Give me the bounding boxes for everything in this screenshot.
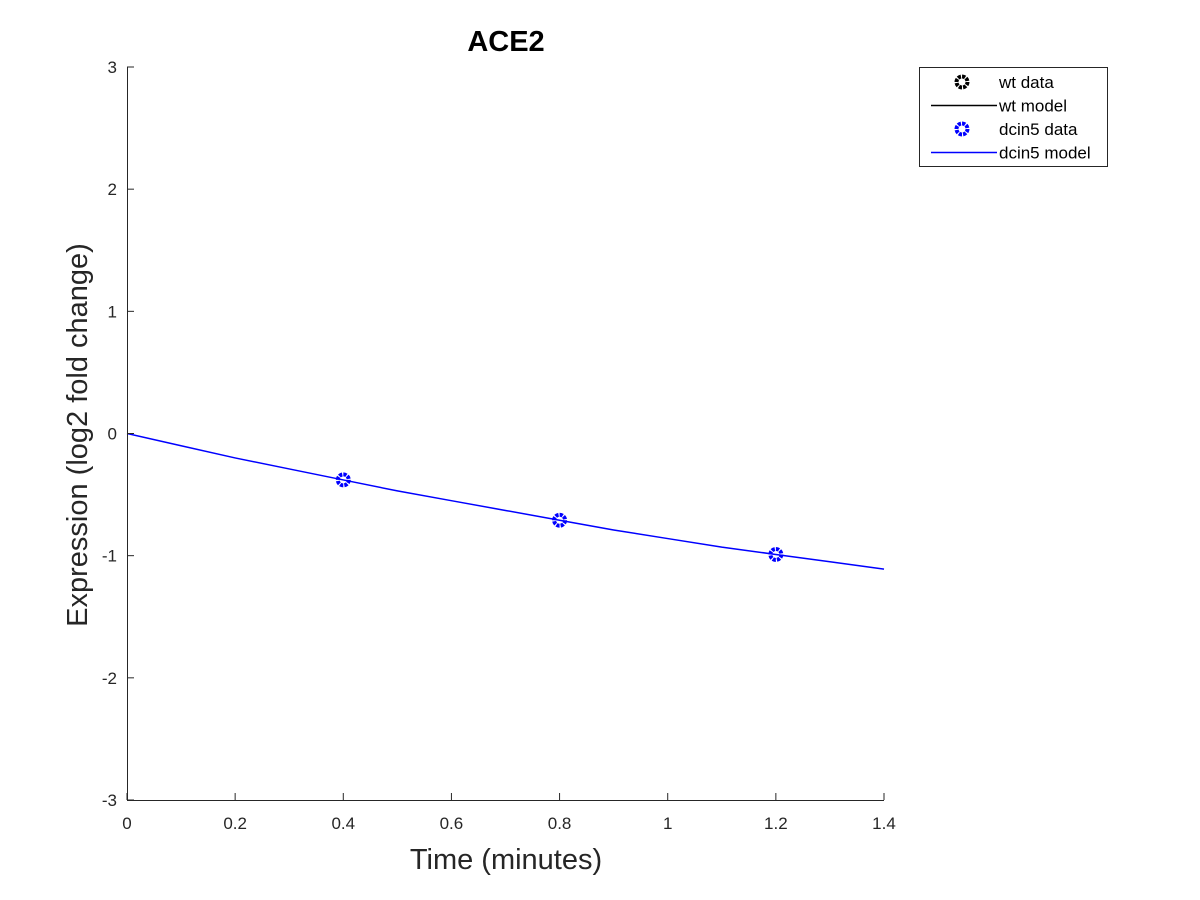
y-tick-label: 1 <box>108 302 117 321</box>
legend-item-wt-data: wt data <box>954 73 1054 92</box>
y-axis-ticks: 3 2 1 0 -1 -2 -3 <box>102 58 134 810</box>
x-axis-title: Time (minutes) <box>410 844 602 876</box>
data-point-dcin5-data <box>552 512 568 528</box>
x-tick-label: 0.8 <box>548 814 572 833</box>
marker-ring <box>954 74 970 90</box>
legend-marker-swatch <box>954 121 970 137</box>
series-layer <box>126 432 885 570</box>
legend-item-wt-model: wt model <box>931 97 1067 116</box>
x-tick-label: 1.4 <box>872 814 896 833</box>
data-point-dcin5-data <box>335 472 351 488</box>
legend-label: wt data <box>998 73 1054 92</box>
legend-item-dcin5-model: dcin5 model <box>931 144 1091 163</box>
y-tick-label: 2 <box>108 180 117 199</box>
legend-label: wt model <box>998 97 1067 116</box>
legend-label: dcin5 data <box>999 120 1078 139</box>
legend-label: dcin5 model <box>999 144 1091 163</box>
marker-ring <box>954 121 970 137</box>
y-axis-title: Expression (log2 fold change) <box>62 243 94 627</box>
y-tick-label: -1 <box>102 547 117 566</box>
x-tick-label: 0.4 <box>331 814 355 833</box>
legend: wt data wt model dcin5 data dcin5 model <box>919 67 1108 167</box>
x-tick-label: 0.6 <box>440 814 464 833</box>
marker-ring <box>552 512 568 528</box>
plot-area: 0 0.2 0.4 0.6 0.8 1 1.2 1.4 3 2 1 0 -1 -2 -3 <box>102 58 896 833</box>
marker-ring <box>335 472 351 488</box>
y-tick-label: 0 <box>108 425 117 444</box>
series-line-dcin5-model <box>126 432 885 570</box>
chart-title: ACE2 <box>467 26 544 58</box>
x-tick-label: 0.2 <box>223 814 247 833</box>
legend-box <box>919 67 1108 167</box>
x-axis-ticks: 0 0.2 0.4 0.6 0.8 1 1.2 1.4 <box>122 793 896 833</box>
x-tick-label: 0 <box>122 814 131 833</box>
legend-item-dcin5-data: dcin5 data <box>954 120 1078 139</box>
x-tick-label: 1.2 <box>764 814 788 833</box>
y-tick-label: -3 <box>102 791 117 810</box>
legend-marker-swatch <box>954 74 970 90</box>
y-tick-label: 3 <box>108 58 117 77</box>
x-tick-label: 1 <box>663 814 672 833</box>
y-tick-label: -2 <box>102 669 117 688</box>
plot-background <box>127 67 884 800</box>
